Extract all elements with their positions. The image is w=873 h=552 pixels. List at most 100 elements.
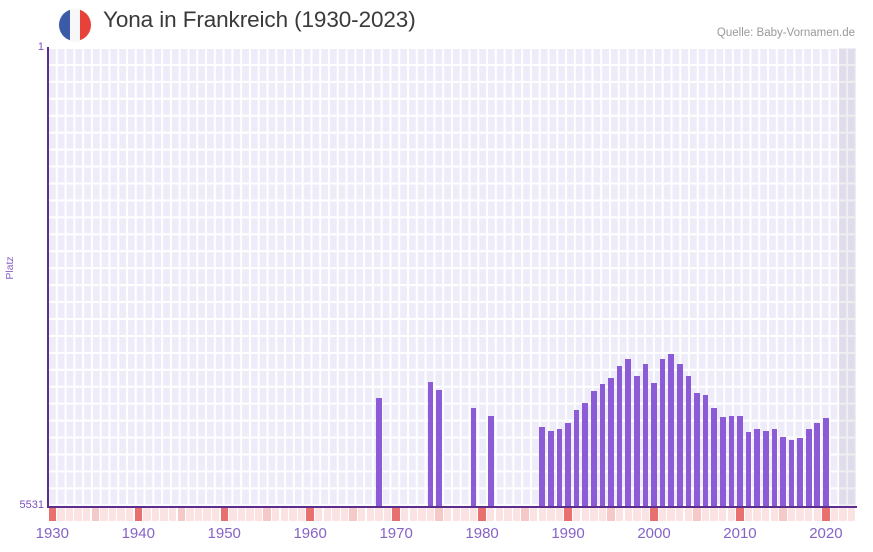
x-axis-tick-minor [693, 508, 701, 521]
x-axis-tick-minor [57, 508, 65, 521]
x-axis-tick-minor [366, 508, 375, 521]
x-axis-tick-minor [753, 508, 761, 521]
x-axis-tick-minor [418, 508, 426, 521]
x-axis-tick-strip [48, 508, 856, 521]
chart-title: Yona in Frankreich (1930-2023) [103, 7, 416, 32]
bar [668, 354, 675, 506]
bar [728, 416, 735, 506]
bar [814, 423, 821, 506]
x-axis-tick-minor [91, 508, 99, 521]
x-axis-tick-minor [830, 508, 839, 521]
x-axis-tick-major [478, 508, 486, 521]
bar [685, 375, 692, 506]
x-axis-tick-minor [177, 508, 185, 521]
flag-stripe-red [80, 9, 91, 41]
flag-stripe-white [69, 9, 81, 41]
x-axis-tick-minor [787, 508, 796, 521]
x-axis-tick-minor [194, 508, 203, 521]
bar [719, 417, 726, 506]
bar [616, 365, 623, 506]
x-axis-tick-minor [684, 508, 693, 521]
x-axis-tick-label: 2000 [637, 525, 671, 542]
x-axis-tick-label: 1950 [207, 525, 241, 542]
x-axis-tick-minor [74, 508, 82, 521]
x-axis-tick-minor [82, 508, 91, 521]
bar [548, 430, 554, 506]
bar [590, 390, 597, 506]
bar [745, 432, 752, 506]
bar [737, 416, 743, 506]
bar [642, 364, 649, 506]
x-axis-tick-minor [349, 508, 357, 521]
x-axis-tick-minor [426, 508, 435, 521]
bar [556, 428, 563, 506]
x-axis-tick-major [564, 508, 572, 521]
x-axis-tick-minor [297, 508, 306, 521]
bar [780, 437, 786, 506]
x-axis-tick-major [392, 508, 400, 521]
x-axis-tick-label: 1970 [379, 525, 413, 542]
x-axis-tick-minor [555, 508, 564, 521]
x-axis-tick-minor [211, 508, 220, 521]
x-axis-tick-minor [401, 508, 409, 521]
x-axis-tick-minor [203, 508, 211, 521]
x-axis-tick-label: 1990 [551, 525, 585, 542]
bar [625, 359, 632, 506]
bar [539, 427, 546, 506]
x-axis-tick-minor [435, 508, 443, 521]
bar [376, 397, 382, 506]
x-axis-tick-label: 1940 [121, 525, 155, 542]
x-axis-tick-minor [461, 508, 469, 521]
bar [754, 428, 760, 506]
x-axis-tick-minor [409, 508, 417, 521]
x-axis-tick-minor [383, 508, 392, 521]
bar [676, 364, 683, 506]
chart-source: Quelle: Baby-Vornamen.de [716, 27, 855, 39]
x-axis-tick-minor [444, 508, 452, 521]
x-axis-tick-minor [272, 508, 280, 521]
x-axis-line [47, 506, 857, 508]
x-axis-tick-minor [229, 508, 237, 521]
bar [762, 430, 769, 506]
bar [573, 409, 580, 506]
x-axis-tick-minor [246, 508, 254, 521]
x-axis-tick-minor [727, 508, 736, 521]
x-axis-tick-minor [495, 508, 503, 521]
y-axis-line [47, 47, 49, 507]
bar-series-layer [48, 48, 856, 506]
x-axis-tick-minor [117, 508, 125, 521]
x-axis-tick-minor [615, 508, 624, 521]
bar [771, 428, 778, 506]
bar [702, 395, 709, 506]
bar [608, 377, 614, 506]
bar [633, 375, 640, 506]
x-axis-tick-minor [315, 508, 323, 521]
y-axis-label-top: 1 [37, 41, 44, 53]
x-axis-tick-minor [375, 508, 383, 521]
bar [470, 407, 477, 506]
x-axis-tick-minor [289, 508, 297, 521]
x-axis-tick-major [48, 508, 56, 521]
x-axis-tick-minor [108, 508, 117, 521]
x-axis-tick-major [736, 508, 744, 521]
bar [599, 384, 606, 506]
x-axis-tick-minor [280, 508, 289, 521]
x-axis-tick-label: 2020 [809, 525, 843, 542]
bar [651, 382, 657, 506]
france-flag-icon [59, 9, 91, 41]
x-axis-tick-minor [770, 508, 779, 521]
x-axis-tick-major [134, 508, 142, 521]
x-axis-tick-minor [529, 508, 538, 521]
x-axis-tick-minor [710, 508, 718, 521]
x-axis-tick-minor [254, 508, 263, 521]
x-axis-tick-minor [512, 508, 521, 521]
x-axis-tick-major [650, 508, 658, 521]
x-axis-tick-minor [160, 508, 168, 521]
x-axis-tick-major [306, 508, 314, 521]
x-axis-tick-minor [633, 508, 641, 521]
x-axis-tick-minor [624, 508, 632, 521]
flag-stripe-blue [59, 9, 70, 41]
x-axis-tick-minor [701, 508, 710, 521]
x-axis-tick-minor [486, 508, 495, 521]
x-axis-tick-minor [658, 508, 667, 521]
